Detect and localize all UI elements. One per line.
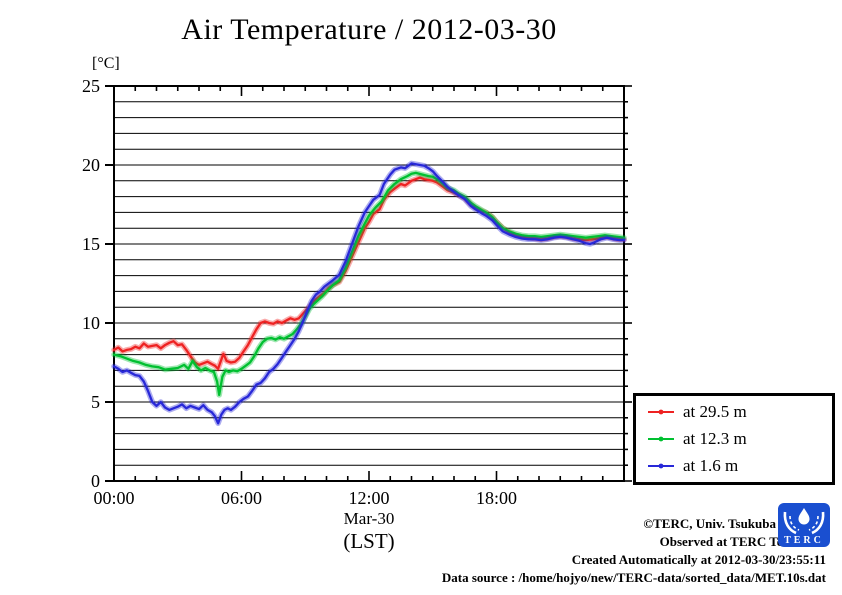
created-timestamp-text: Created Automatically at 2012-03-30/23:5…	[571, 552, 826, 567]
terc-logo: TERC	[778, 503, 830, 547]
series-halo-at-1-6-m	[111, 160, 627, 427]
terc-logo-text: TERC	[784, 535, 824, 546]
legend-marker-icon	[648, 463, 674, 469]
x-tick-label: 00:00	[93, 488, 134, 508]
terc-logo-right-inner-arc	[808, 515, 819, 531]
x-axis-date-label: Mar-30	[343, 509, 395, 528]
x-tick-label: 06:00	[221, 488, 262, 508]
legend-box: at 29.5 m at 12.3 m at 1.6 m	[633, 393, 835, 485]
legend-marker-icon	[648, 436, 674, 442]
terc-logo-right-arc	[811, 511, 825, 535]
y-axis-unit-label: [°C]	[92, 55, 120, 72]
x-axis-timezone-label: (LST)	[343, 529, 395, 553]
legend-label: at 12.3 m	[683, 428, 747, 448]
x-tick-label: 18:00	[476, 488, 517, 508]
y-tick-label: 10	[82, 313, 100, 333]
terc-logo-left-inner-arc	[789, 515, 800, 531]
terc-logo-background	[778, 503, 830, 547]
y-tick-label: 0	[91, 471, 100, 491]
plot-frame	[113, 85, 625, 482]
series-line-at-12-3-m	[112, 171, 626, 397]
legend-item: at 1.6 m	[646, 456, 832, 476]
legend-marker-icon	[648, 409, 674, 415]
legend-item: at 12.3 m	[646, 429, 832, 449]
terc-logo-left-arc	[783, 511, 797, 535]
y-tick-label: 20	[82, 155, 100, 175]
series-line-at-1-6-m	[112, 162, 626, 425]
legend-label: at 29.5 m	[683, 402, 747, 422]
y-tick-label: 15	[82, 234, 100, 254]
terc-logo-droplet-icon	[798, 508, 810, 525]
data-source-text: Data source : /home/hojyo/new/TERC-data/…	[441, 570, 826, 585]
legend-label: at 1.6 m	[683, 455, 739, 475]
chart-title: Air Temperature / 2012-03-30	[181, 13, 557, 46]
copyright-text: ©TERC, Univ. Tsukuba	[643, 516, 776, 531]
x-tick-label: 12:00	[348, 488, 389, 508]
y-tick-label: 25	[82, 76, 100, 96]
y-tick-label: 5	[91, 392, 100, 412]
legend-item: at 29.5 m	[646, 402, 832, 422]
